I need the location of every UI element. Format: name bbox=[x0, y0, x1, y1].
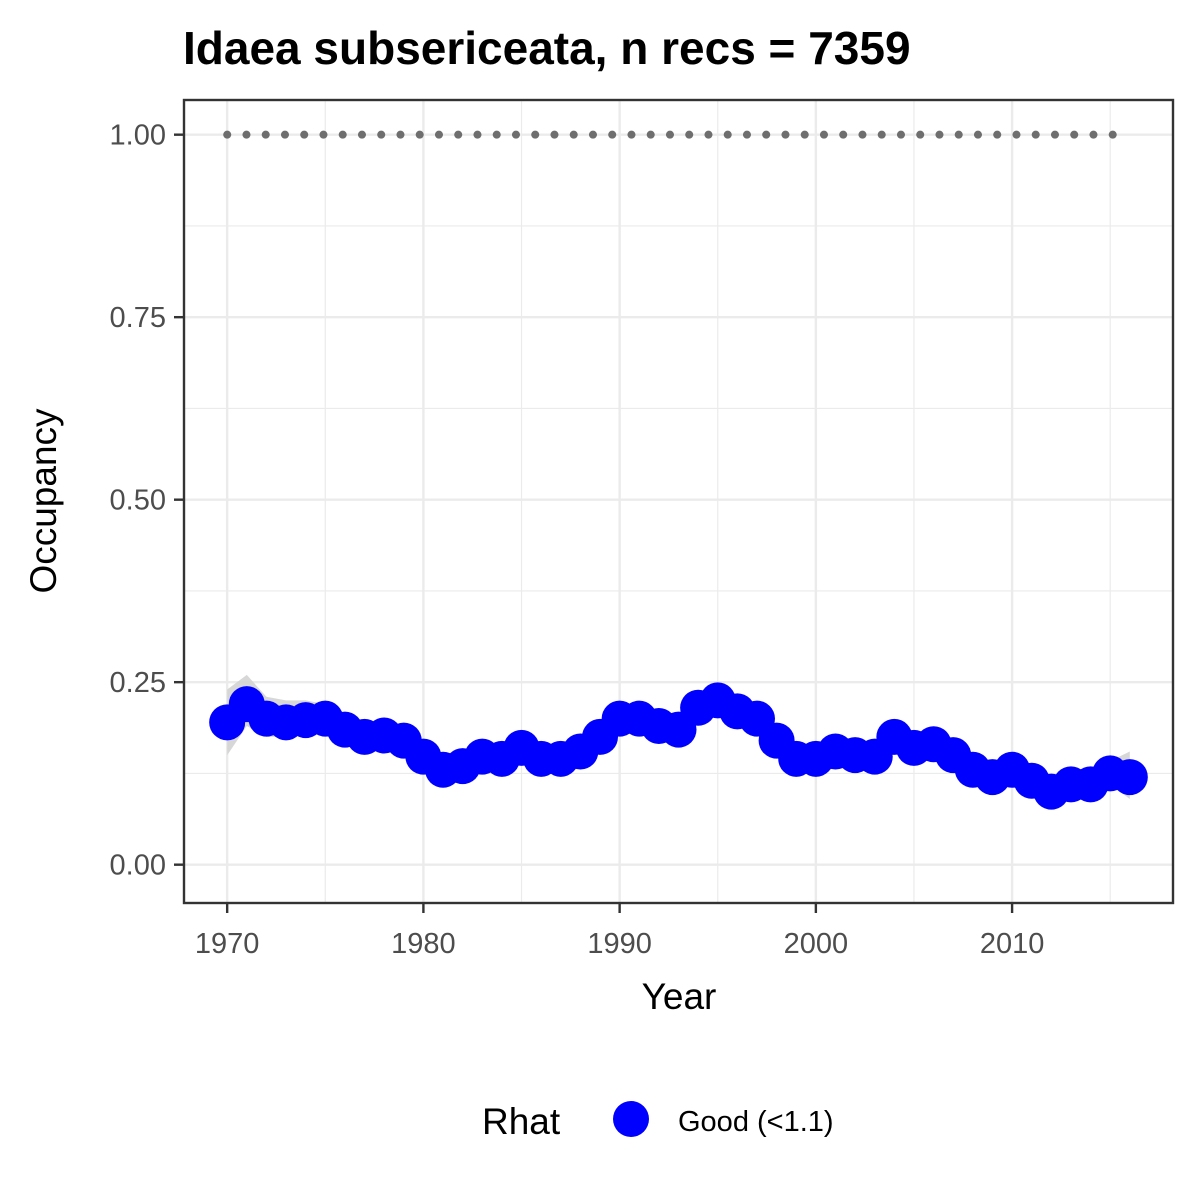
x-tick-label: 1990 bbox=[587, 928, 652, 960]
legend-title: Rhat bbox=[482, 1101, 561, 1142]
x-tick-label: 1980 bbox=[391, 928, 456, 960]
y-tick-label: 0.75 bbox=[110, 302, 166, 334]
y-tick-label: 0.25 bbox=[110, 667, 166, 699]
data-point bbox=[1111, 759, 1148, 796]
y-tick-label: 0.00 bbox=[110, 850, 166, 882]
x-axis-title: Year bbox=[642, 976, 717, 1017]
y-tick-label: 0.50 bbox=[110, 485, 166, 517]
x-tick-label: 2000 bbox=[784, 928, 849, 960]
y-axis: 0.00 0.25 0.50 0.75 1.00 bbox=[110, 120, 184, 882]
legend: Rhat Good (<1.1) bbox=[482, 1101, 834, 1142]
x-tick-label: 1970 bbox=[195, 928, 260, 960]
x-tick-label: 2010 bbox=[980, 928, 1045, 960]
x-axis: 1970 1980 1990 2000 2010 bbox=[195, 903, 1044, 960]
y-tick-label: 1.00 bbox=[110, 120, 166, 152]
chart-title: Idaea subsericeata, n recs = 7359 bbox=[183, 22, 911, 74]
panel-border bbox=[182, 98, 1175, 905]
legend-key-good bbox=[613, 1101, 649, 1137]
legend-label-good: Good (<1.1) bbox=[678, 1106, 834, 1138]
y-axis-title: Occupancy bbox=[23, 408, 64, 594]
plot-panel bbox=[182, 98, 1175, 905]
